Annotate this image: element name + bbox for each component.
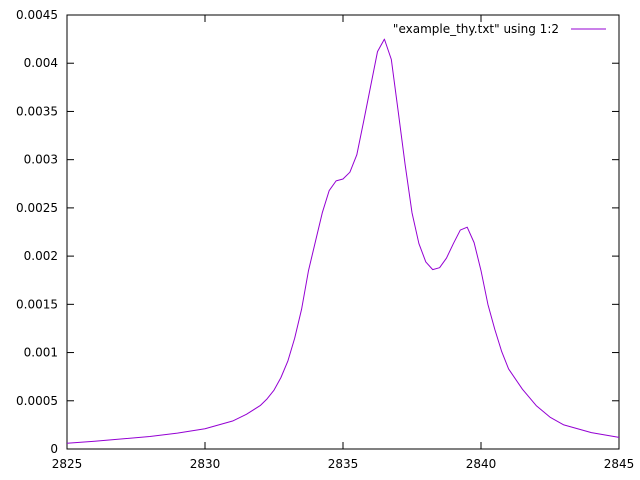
ticks: 2825 2830 2835 2840 2845 0 0.0005 0.001 0.0015 0.… (16, 8, 634, 471)
y-tick-label: 0.004 (24, 56, 58, 70)
y-tick-label: 0.001 (24, 346, 58, 360)
x-tick-label: 2845 (604, 457, 635, 471)
y-tick-label: 0.0025 (16, 201, 58, 215)
series-lines (66, 38, 620, 444)
y-tick-label: 0.0005 (16, 394, 58, 408)
plot-frame (66, 14, 620, 450)
x-tick-label: 2830 (190, 457, 221, 471)
y-tick-label: 0.0035 (16, 104, 58, 118)
y-tick-label: 0 (50, 442, 58, 456)
y-tick-label: 0.003 (24, 153, 58, 167)
legend-label: "example_thy.txt" using 1:2 (393, 22, 559, 36)
x-tick-label: 2835 (328, 457, 359, 471)
axes (66, 14, 620, 450)
y-tick-label: 0.002 (24, 249, 58, 263)
y-tick-label: 0.0015 (16, 297, 58, 311)
x-tick-label: 2825 (52, 457, 83, 471)
x-tick-label: 2840 (466, 457, 497, 471)
legend: "example_thy.txt" using 1:2 (393, 22, 606, 36)
series-line (66, 38, 620, 444)
y-tick-label: 0.0045 (16, 8, 58, 22)
